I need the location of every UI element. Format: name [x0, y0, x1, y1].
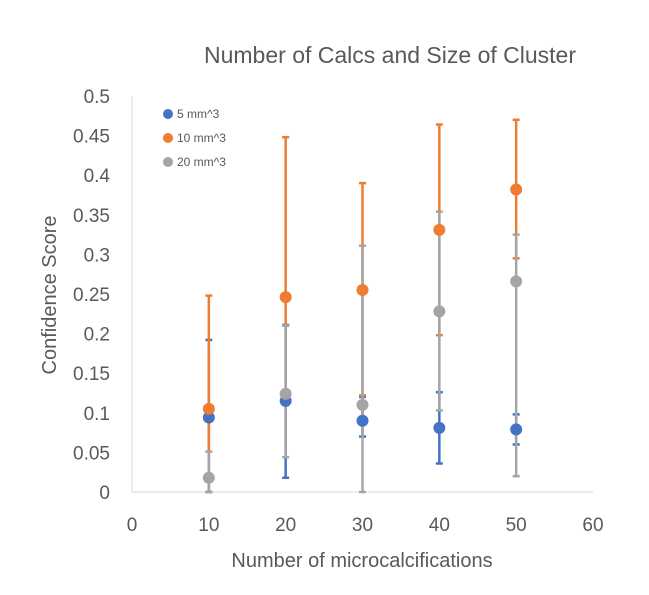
- data-point: [433, 223, 446, 236]
- data-point: [356, 398, 369, 411]
- data-point: [356, 284, 369, 297]
- data-point: [202, 402, 215, 415]
- y-tick-label: 0.15: [73, 364, 110, 385]
- legend-marker: [163, 157, 173, 167]
- data-point: [279, 387, 292, 400]
- y-tick-label: 0.25: [73, 285, 110, 306]
- data-point: [202, 471, 215, 484]
- chart-title: Number of Calcs and Size of Cluster: [204, 42, 576, 68]
- y-axis-title: Confidence Score: [39, 216, 61, 375]
- x-tick-label: 20: [275, 515, 296, 536]
- legend-label: 5 mm^3: [177, 107, 220, 121]
- data-point: [356, 414, 369, 427]
- x-tick-label: 10: [198, 515, 219, 536]
- y-tick-label: 0.5: [84, 87, 110, 108]
- data-points: [202, 183, 523, 484]
- legend-marker: [163, 109, 173, 119]
- y-tick-label: 0.3: [84, 245, 110, 266]
- y-tick-label: 0.05: [73, 443, 110, 464]
- legend-label: 10 mm^3: [177, 131, 226, 145]
- x-tick-label: 0: [127, 515, 138, 536]
- y-tick-label: 0.1: [84, 404, 110, 425]
- x-tick-label: 50: [506, 515, 527, 536]
- x-tick-label: 60: [582, 515, 603, 536]
- y-tick-label: 0.35: [73, 206, 110, 227]
- x-axis-ticks: 0 10 20 30 40 50 60: [127, 515, 604, 536]
- y-tick-label: 0: [99, 483, 110, 504]
- y-axis-ticks: 0 0.05 0.1 0.15 0.2 0.25 0.3 0.35 0.4 0.45 0.5: [73, 87, 110, 504]
- data-point: [433, 421, 446, 434]
- data-point: [510, 423, 523, 436]
- legend: 5 mm^3 10 mm^3 20 mm^3: [163, 107, 226, 169]
- data-point: [510, 183, 523, 196]
- x-tick-label: 40: [429, 515, 450, 536]
- data-point: [202, 411, 215, 424]
- legend-label: 20 mm^3: [177, 155, 226, 169]
- y-tick-label: 0.45: [73, 127, 110, 148]
- data-point: [279, 291, 292, 304]
- x-tick-label: 30: [352, 515, 373, 536]
- y-tick-label: 0.2: [84, 325, 110, 346]
- data-point: [510, 275, 523, 288]
- legend-marker: [163, 133, 173, 143]
- y-tick-label: 0.4: [84, 166, 111, 187]
- error-bars: [205, 118, 520, 494]
- x-axis-title: Number of microcalcifications: [231, 550, 492, 572]
- data-point: [433, 305, 446, 318]
